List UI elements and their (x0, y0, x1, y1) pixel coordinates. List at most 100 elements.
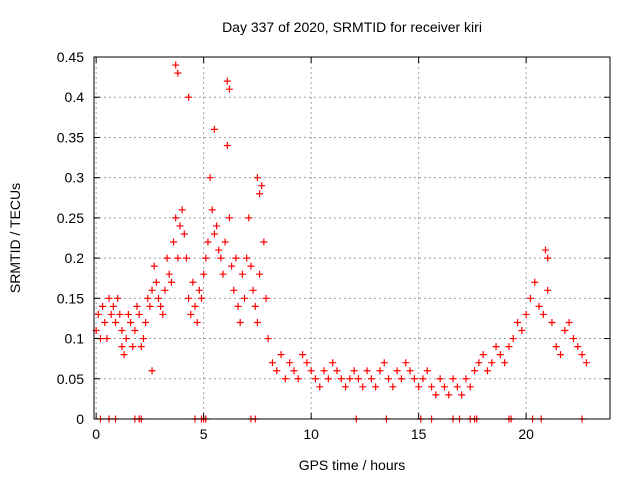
data-point (406, 367, 414, 375)
data-point (241, 294, 248, 302)
data-point (471, 367, 479, 375)
data-point (161, 286, 169, 294)
x-tick-label: 20 (518, 426, 534, 442)
data-points (92, 61, 590, 423)
data-point (187, 310, 195, 318)
data-point (428, 383, 436, 391)
data-point (204, 238, 212, 246)
data-point (569, 335, 577, 343)
data-point (124, 310, 132, 318)
chart-title: Day 337 of 2020, SRMTID for receiver kir… (222, 19, 482, 35)
data-point (419, 375, 427, 383)
data-point (234, 302, 242, 310)
data-point (236, 318, 244, 326)
data-point (299, 351, 307, 359)
data-point (191, 302, 199, 310)
data-point (225, 214, 233, 222)
data-point (415, 383, 423, 391)
data-point (505, 343, 513, 351)
data-point (488, 359, 496, 367)
data-point (423, 367, 431, 375)
data-point (198, 294, 205, 302)
data-point (210, 125, 218, 133)
data-point (440, 383, 448, 391)
data-point (539, 310, 547, 318)
data-point (363, 367, 371, 375)
data-point (324, 375, 332, 383)
data-point (245, 214, 253, 222)
data-point (522, 310, 530, 318)
data-point (268, 359, 276, 367)
data-point (180, 230, 188, 238)
data-point (342, 383, 350, 391)
x-axis-label: GPS time / hours (299, 457, 406, 473)
data-point (329, 359, 337, 367)
data-point (107, 310, 115, 318)
data-point (170, 238, 178, 246)
y-tick-label: 0.35 (57, 129, 84, 145)
data-point (247, 262, 255, 270)
tick-labels: 0 5 10 15 20 0 0.05 0.1 0.15 0.2 0.25 0.3 0.35 0.4 0.4… (57, 49, 534, 442)
y-tick-label: 0.2 (65, 250, 85, 266)
data-point (223, 141, 231, 149)
data-point (372, 383, 380, 391)
data-point (210, 230, 218, 238)
data-point (258, 182, 266, 190)
data-point (206, 174, 214, 182)
data-point (376, 367, 384, 375)
data-point (112, 318, 119, 326)
data-point (492, 343, 500, 351)
data-point (303, 359, 311, 367)
data-point (251, 302, 259, 310)
data-point (228, 262, 236, 270)
data-point (432, 391, 440, 399)
data-point (105, 294, 113, 302)
data-point (509, 335, 517, 343)
data-point (501, 359, 509, 367)
data-point (101, 318, 109, 326)
data-point (144, 294, 152, 302)
data-point (185, 294, 193, 302)
y-tick-label: 0 (76, 411, 84, 427)
data-point (307, 367, 315, 375)
data-point (311, 375, 319, 383)
y-tick-label: 0.3 (65, 170, 85, 186)
data-point (172, 61, 180, 69)
data-point (367, 375, 375, 383)
y-tick-label: 0.45 (57, 49, 84, 65)
y-axis-label: SRMTID / TECUs (7, 183, 23, 293)
data-point (578, 351, 586, 359)
data-point (337, 375, 345, 383)
data-point (385, 375, 393, 383)
data-point (466, 383, 474, 391)
data-point (531, 278, 539, 286)
data-point (208, 206, 216, 214)
data-point (146, 302, 154, 310)
data-point (230, 286, 238, 294)
y-tick-label: 0.4 (65, 89, 85, 105)
data-point (118, 327, 126, 335)
data-point (120, 351, 128, 359)
data-point (94, 310, 102, 318)
axis-ticks (94, 56, 610, 420)
data-point (135, 310, 143, 318)
data-point (99, 302, 107, 310)
data-point (557, 351, 565, 359)
data-point (479, 351, 487, 359)
x-tick-label: 15 (411, 426, 427, 442)
data-point (133, 302, 141, 310)
data-point (483, 367, 491, 375)
data-point (290, 367, 298, 375)
data-point (316, 383, 324, 391)
data-point (137, 343, 145, 351)
data-point (122, 335, 130, 343)
data-point (273, 367, 281, 375)
data-point (131, 327, 139, 335)
y-tick-label: 0.1 (65, 331, 85, 347)
data-point (544, 254, 552, 262)
data-point (561, 327, 569, 335)
data-point (174, 254, 182, 262)
data-point (496, 351, 504, 359)
data-point (129, 343, 137, 351)
data-point (189, 278, 197, 286)
